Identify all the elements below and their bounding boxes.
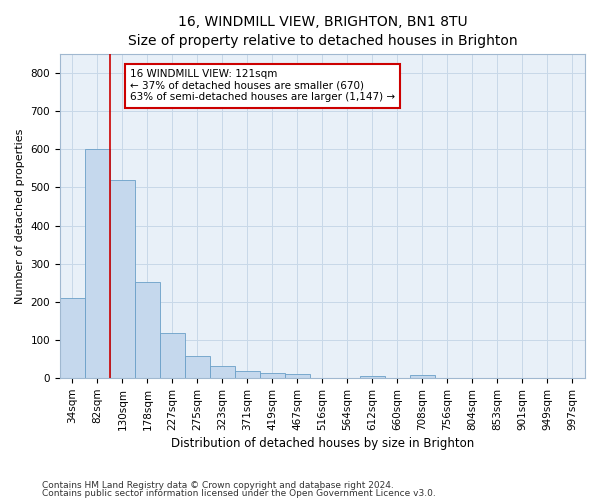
Bar xyxy=(210,366,235,378)
Bar xyxy=(135,282,160,378)
Text: Contains HM Land Registry data © Crown copyright and database right 2024.: Contains HM Land Registry data © Crown c… xyxy=(42,480,394,490)
X-axis label: Distribution of detached houses by size in Brighton: Distribution of detached houses by size … xyxy=(171,437,474,450)
Bar xyxy=(160,333,185,378)
Y-axis label: Number of detached properties: Number of detached properties xyxy=(15,128,25,304)
Bar xyxy=(360,376,385,378)
Bar xyxy=(410,375,435,378)
Bar xyxy=(260,373,285,378)
Bar xyxy=(185,356,210,378)
Bar xyxy=(110,180,135,378)
Text: 16 WINDMILL VIEW: 121sqm
← 37% of detached houses are smaller (670)
63% of semi-: 16 WINDMILL VIEW: 121sqm ← 37% of detach… xyxy=(130,69,395,102)
Bar xyxy=(285,374,310,378)
Title: 16, WINDMILL VIEW, BRIGHTON, BN1 8TU
Size of property relative to detached house: 16, WINDMILL VIEW, BRIGHTON, BN1 8TU Siz… xyxy=(128,15,517,48)
Bar xyxy=(60,298,85,378)
Bar xyxy=(85,149,110,378)
Text: Contains public sector information licensed under the Open Government Licence v3: Contains public sector information licen… xyxy=(42,489,436,498)
Bar xyxy=(235,372,260,378)
